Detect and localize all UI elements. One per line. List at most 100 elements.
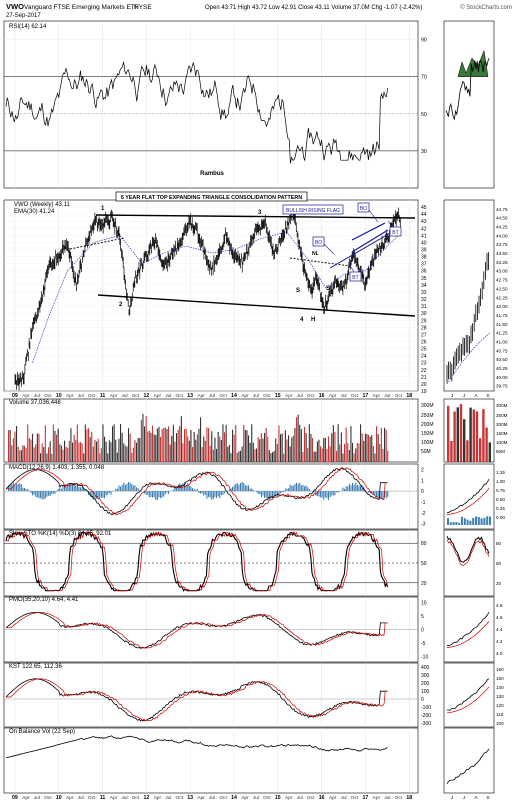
volume-bar <box>307 448 309 462</box>
price-month-label: Apr <box>154 393 162 399</box>
volume-bar <box>27 424 29 462</box>
inset-price-tick: 44.25 <box>496 225 508 230</box>
inset-price-tick: 42.75 <box>496 278 508 283</box>
macd-inset-hist-bar <box>461 516 463 525</box>
volume-bar <box>198 428 200 462</box>
macd-hist-bar <box>299 482 301 492</box>
macd-inset-hist-bar <box>452 522 455 525</box>
volume-bar <box>211 431 213 462</box>
macd-hist-bar <box>19 483 21 492</box>
volume-bar <box>176 433 178 462</box>
price-month-label: Apr <box>285 393 293 399</box>
price-tick-label: 43 <box>421 219 427 225</box>
volume-bar <box>294 428 296 462</box>
volume-bar <box>97 438 99 462</box>
macd-hist-bar <box>209 491 211 498</box>
ema-inset-line <box>446 332 491 385</box>
price-legend: VWO (Weekly) 43.11 <box>14 202 70 208</box>
bottom-month-label: Jul <box>209 795 215 800</box>
macd-hist-bar <box>236 483 238 492</box>
volume-bar <box>12 438 14 462</box>
volume-legend: Volume 37,036,448 <box>9 400 61 406</box>
bt-label-2: BT <box>392 230 398 236</box>
inset-price-tick: 44.50 <box>496 216 508 221</box>
volume-bar <box>140 420 142 462</box>
bottom-year-label: 17 <box>363 795 369 800</box>
volume-bar <box>105 441 107 462</box>
macd-hist-bar <box>196 488 198 492</box>
macd-hist-bar <box>323 491 325 500</box>
volume-bar <box>360 424 362 462</box>
inset-macd-tick: 0.00 <box>496 515 505 520</box>
kst-tick-label: -300 <box>421 721 431 727</box>
price-month-label: Oct <box>395 393 403 399</box>
macd-hist-bar <box>376 491 378 498</box>
vol-frame <box>3 398 419 463</box>
volume-bar <box>48 447 50 462</box>
volume-bar <box>332 425 334 462</box>
macd-hist-bar <box>224 491 226 494</box>
macd-hist-bar <box>259 491 261 495</box>
macd-hist-bar <box>153 491 155 498</box>
volume-bar <box>244 429 246 462</box>
macd-hist-bar <box>148 491 150 498</box>
macd-hist-bar <box>344 488 346 492</box>
macd-inset-hist-bar <box>472 518 475 525</box>
volume-bar <box>340 432 342 462</box>
macd-hist-bar <box>152 491 154 498</box>
inset-volume-tick: 150M <box>496 431 508 436</box>
price-month-label: Oct <box>351 393 359 399</box>
bottom-month-label: Oct <box>132 795 140 800</box>
volume-bar <box>144 426 146 462</box>
macd-hist-bar <box>222 491 224 495</box>
volume-bar <box>22 445 24 462</box>
bottom-inset-month: A <box>474 795 478 800</box>
macd-hist-bar <box>28 490 30 492</box>
volume-bar <box>300 429 302 462</box>
macd-hist-bar <box>62 484 64 491</box>
volume-bar <box>150 432 152 462</box>
kst-inset-frame <box>443 662 495 728</box>
macd-tick-label: 2 <box>421 467 424 473</box>
volume-bar <box>358 443 360 462</box>
kst-tick-label: -200 <box>421 713 431 719</box>
volume-bar <box>292 435 294 462</box>
macd-hist-bar <box>73 483 75 492</box>
stoch-inset-k <box>446 535 490 563</box>
price-bars <box>14 205 401 391</box>
price-tick-label: 42 <box>421 226 427 232</box>
volume-bar <box>312 438 314 462</box>
volume-bar <box>313 451 315 462</box>
macd-hist-bar <box>238 484 240 491</box>
macd-inset-hist-bar <box>489 516 491 525</box>
volume-bar <box>241 446 243 462</box>
volume-bar <box>345 427 347 462</box>
macd-hist-bar <box>8 485 10 492</box>
volume-bar <box>278 425 280 462</box>
point-label-2: 2 <box>119 302 123 308</box>
macd-hist-bar <box>275 491 277 496</box>
price-tick-label: 41 <box>421 233 427 239</box>
volume-bar <box>155 435 157 462</box>
macd-hist-bar <box>51 491 53 495</box>
bottom-month-label: Jul <box>34 795 40 800</box>
macd-hist-bar <box>352 482 354 492</box>
volume-bar <box>206 427 208 462</box>
volume-bar <box>270 453 272 462</box>
bottom-month-label: Oct <box>176 795 184 800</box>
macd-hist-bar <box>296 482 298 492</box>
volume-bar <box>89 437 91 462</box>
rsi-inset-frame <box>443 20 495 189</box>
macd-hist-bar <box>30 491 32 494</box>
macd-hist-bar <box>193 489 195 492</box>
flag-label-box <box>282 204 344 215</box>
macd-hist-bar <box>134 485 136 492</box>
macd-hist-bar <box>150 491 152 497</box>
header-quote: Open 43.71 High 43.72 Low 42.91 Close 43… <box>205 5 422 11</box>
macd-hist-bar <box>374 491 376 496</box>
macd-hist-bar <box>49 491 51 497</box>
kst-tick-label: -100 <box>421 705 431 711</box>
volume-inset-bar <box>463 419 466 462</box>
bt-arrow-1 <box>347 261 355 273</box>
volume-bar <box>275 438 277 462</box>
